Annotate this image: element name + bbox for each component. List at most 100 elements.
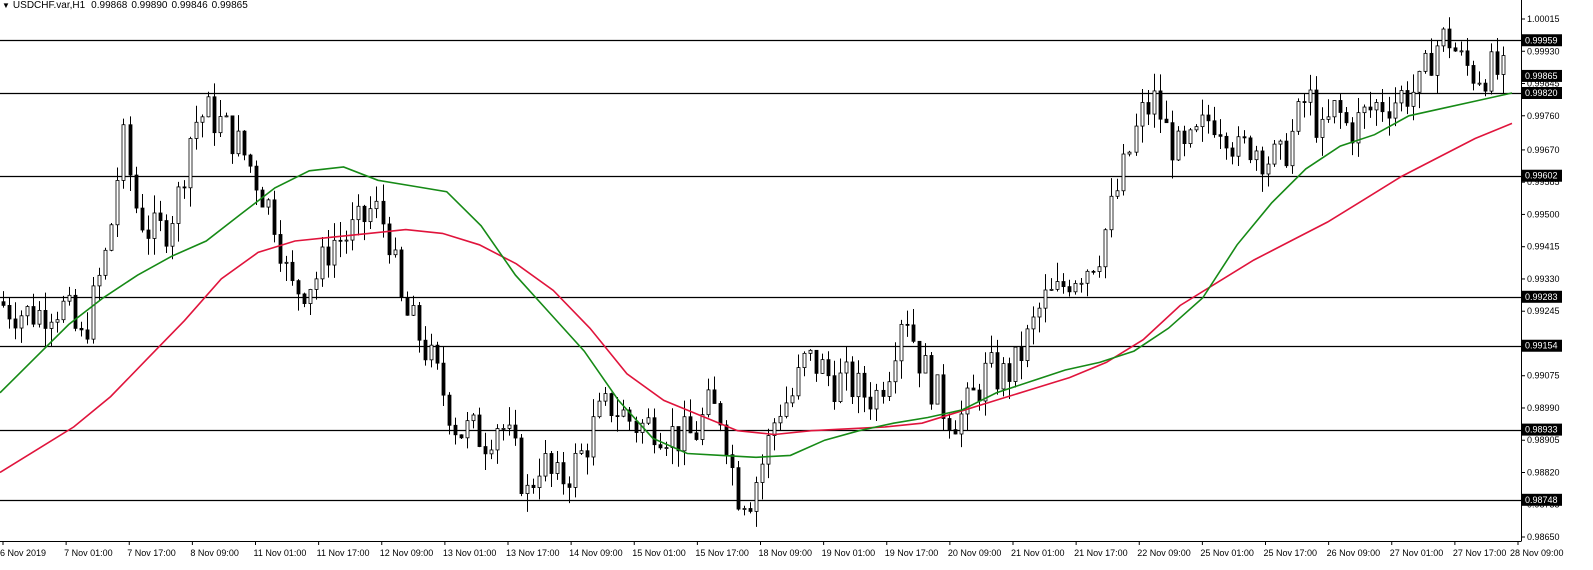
candle-body xyxy=(646,417,651,424)
candle-body xyxy=(1320,118,1325,138)
time-tick-label: 13 Nov 01:00 xyxy=(443,548,497,558)
candle-body xyxy=(621,409,626,417)
time-tick-label: 6 Nov 2019 xyxy=(0,548,46,558)
candle-body xyxy=(543,453,548,477)
candle-body xyxy=(507,424,512,429)
price-tick-label: 0.99845 xyxy=(1527,79,1560,89)
candle-body xyxy=(1278,140,1283,145)
candle-body xyxy=(929,355,934,405)
candle-body xyxy=(1356,112,1361,144)
level-label-box xyxy=(1522,69,1562,82)
candle-body xyxy=(1079,282,1084,285)
candle-body xyxy=(658,444,663,449)
candle-body xyxy=(1152,90,1157,115)
candle-body xyxy=(49,321,54,329)
candle-body xyxy=(387,223,392,256)
candle-body xyxy=(585,450,590,458)
candle-body xyxy=(501,428,506,430)
level-label-box xyxy=(1522,290,1562,303)
candle-body xyxy=(887,381,892,397)
candle-body xyxy=(1350,122,1355,144)
candle-body xyxy=(471,414,476,422)
level-label-box xyxy=(1522,34,1562,47)
candle-body xyxy=(1061,281,1066,288)
level-label-text: 0.99602 xyxy=(1525,171,1558,181)
candle-body xyxy=(1158,90,1163,120)
candle-body xyxy=(146,229,151,239)
candle-body xyxy=(103,249,108,276)
candle-body xyxy=(1115,190,1120,197)
candle-body xyxy=(1013,346,1018,382)
candle-body xyxy=(381,200,386,225)
down-triangle-icon[interactable]: ▼ xyxy=(2,1,10,10)
candle-body xyxy=(881,389,886,397)
candle-body xyxy=(1302,101,1307,103)
candle-body xyxy=(1405,90,1410,107)
candle-body xyxy=(941,374,946,419)
candle-body xyxy=(115,180,120,226)
candle-body xyxy=(1495,51,1500,75)
candle-body xyxy=(242,130,247,156)
candle-body xyxy=(188,138,193,189)
candle-body xyxy=(1248,137,1253,161)
candle-body xyxy=(1218,134,1223,137)
time-axis: 6 Nov 2019 7 Nov 01:00 7 Nov 17:00 8 Nov 09… xyxy=(0,541,1564,558)
level-label-box xyxy=(1522,339,1562,352)
candle-body xyxy=(603,393,608,402)
time-tick-label: 11 Nov 01:00 xyxy=(254,548,307,558)
candle-body xyxy=(1254,150,1259,161)
level-label-text: 0.99283 xyxy=(1525,292,1558,302)
candle-body xyxy=(567,483,572,488)
time-tick-label: 21 Nov 01:00 xyxy=(1011,548,1065,558)
candle-body xyxy=(1212,120,1217,136)
candle-body xyxy=(67,294,72,302)
candle-body xyxy=(1411,91,1416,107)
candle-body xyxy=(441,362,446,396)
candle-body xyxy=(1290,130,1295,167)
candle-body xyxy=(850,361,855,398)
price-tick-label: 0.98650 xyxy=(1527,532,1560,542)
time-tick-label: 28 Nov 09:00 xyxy=(1510,548,1564,558)
candle-body xyxy=(1380,102,1385,113)
candle-body xyxy=(874,389,879,410)
candle-body xyxy=(176,186,181,224)
time-tick-label: 20 Nov 09:00 xyxy=(948,548,1002,558)
candle-body xyxy=(1344,112,1349,124)
candle-body xyxy=(344,239,349,242)
candle-body xyxy=(1260,150,1265,175)
candle-body xyxy=(290,261,295,282)
candle-body xyxy=(296,280,301,295)
candle-body xyxy=(1429,52,1434,76)
candle-body xyxy=(164,220,169,247)
candle-body xyxy=(79,327,84,331)
candle-body xyxy=(905,323,910,326)
candle-body xyxy=(1272,143,1277,165)
candle-body xyxy=(1423,52,1428,72)
candle-body xyxy=(19,315,24,329)
level-label-box xyxy=(1522,87,1562,99)
candle-body xyxy=(182,186,187,189)
price-tick-label: 0.99500 xyxy=(1527,209,1560,219)
candle-body xyxy=(844,361,849,374)
level-label-text: 0.99154 xyxy=(1525,341,1558,351)
candle-body xyxy=(627,409,632,422)
candle-body xyxy=(489,449,494,455)
candle-body xyxy=(1091,270,1096,273)
candle-body xyxy=(772,422,777,436)
candle-body xyxy=(784,402,789,417)
price-tick-label: 0.99760 xyxy=(1527,111,1560,121)
open-value: 0.99868 xyxy=(91,0,128,11)
candle-body xyxy=(1459,50,1464,53)
symbol-label: USDCHF.var,H1 xyxy=(12,0,86,11)
candle-body xyxy=(1067,286,1072,293)
time-tick-label: 8 Nov 09:00 xyxy=(190,548,239,558)
candle-body xyxy=(682,416,687,452)
candle-body xyxy=(1146,102,1151,115)
candle-body xyxy=(236,130,241,155)
candle-body xyxy=(465,420,470,439)
price-tick-label: 0.99245 xyxy=(1527,306,1560,316)
candle-body xyxy=(308,289,313,304)
candle-body xyxy=(1296,101,1301,132)
candle-body xyxy=(513,424,518,439)
candle-body xyxy=(1134,125,1139,153)
